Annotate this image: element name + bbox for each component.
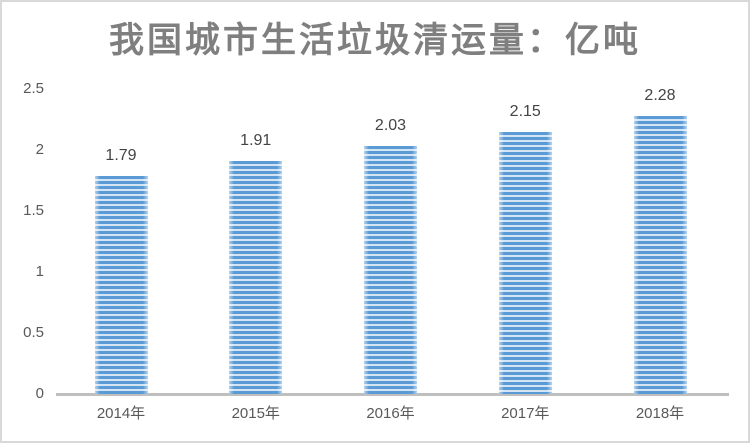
data-label-2015年: 1.91 [240,131,272,149]
x-axis-label-2014年: 2014年 [96,405,146,422]
bar-2015年 [229,160,283,394]
data-label-2016年: 2.03 [374,117,407,135]
bar-2016年 [364,146,417,394]
data-label-2014年: 1.79 [105,146,137,164]
y-axis-tick-label: 2.5 [23,80,44,97]
bar-2018年 [633,115,687,394]
y-axis-tick-label: 0 [35,385,44,402]
x-axis-label-2016年: 2016年 [366,405,415,422]
x-axis-label-2018年: 2018年 [635,405,685,422]
x-axis-line [56,393,729,396]
data-label-2017年: 2.15 [509,102,541,120]
y-axis-tick-label: 1.5 [23,202,44,219]
y-axis-tick-label: 2 [35,141,44,158]
chart-title: 我国城市生活垃圾清运量：亿吨 [108,21,641,60]
y-axis-tick-label: 1 [35,263,44,280]
bar-2017年 [498,131,552,394]
x-axis-label-2015年: 2015年 [231,405,280,422]
x-axis-label-2017年: 2017年 [501,405,550,422]
bar-2014年 [94,175,148,394]
y-axis-tick-label: 0.5 [23,324,44,341]
data-label-2018年: 2.28 [644,86,676,104]
